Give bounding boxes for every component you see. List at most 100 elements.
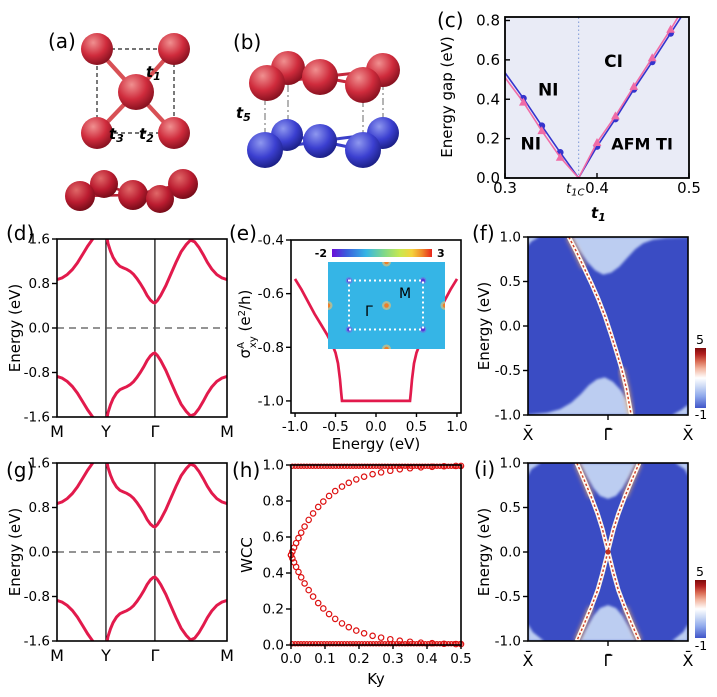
f-y-axis-label: Energy (eV) [475,282,493,370]
i-colorbar-min: -1 [695,638,707,653]
g-y-axis-label: Energy (eV) [6,508,24,596]
wcc-point [382,641,388,647]
wcc-point [437,463,443,469]
conduction-band-curve [57,239,227,305]
wcc-point [434,463,440,469]
k-point-label: M [50,646,64,665]
wcc-point [370,641,376,647]
wcc-point [298,641,304,647]
y-tick-label: 1.0 [263,458,284,474]
k-point-label: X̄ [683,651,694,670]
x-tick-label: 0.1 [314,651,335,667]
plot-border [56,462,228,642]
wcc-point [361,641,368,647]
edge-state-core [576,463,640,641]
x-tick-label: 0.3 [382,651,403,667]
panel-h-letter: (h) [232,458,260,482]
wcc-point [335,641,342,647]
panel-g-letter: (g) [6,458,34,482]
wcc-point [309,510,317,517]
y-tick-label: 0.2 [476,130,500,148]
dirac-crossing-point [605,549,611,555]
y-tick-label: -0.8 [24,365,50,381]
panel-f-letter: (f) [472,221,495,245]
wcc-point [338,620,346,627]
e-y-axis-label: σAxy (e2/h) [236,290,259,359]
phase-label-NI: NI [538,80,559,100]
panel-i-edge-spectrum: (i) Energy (eV) 5 -1 -1.0 -0.5 0.0 0.5 1.0 X̄… [474,456,707,671]
panel-e-hall-conductivity: (e) -1.0 -0.5 0.0 0.5 1.0 -0.4 -0.6 -0.8 -1.0 σA… [229,221,468,453]
wcc-point [376,463,382,469]
wcc-point [309,641,316,647]
corner-atoms [81,33,190,149]
h-y-axis-label: WCC [238,537,256,573]
wcc-point [377,469,385,476]
wcc-point [347,463,353,469]
wcc-point [350,641,356,647]
wcc-point [439,641,446,647]
wcc-point [379,463,385,469]
bulk-band-continuum [675,463,688,476]
k-point-label: Γ̄ [604,425,613,444]
inset-gamma-label: Γ [365,304,373,320]
wcc-point [428,641,434,647]
panel-i-letter: (i) [474,457,495,481]
x-tick-label: -0.5 [322,419,348,435]
wcc-point [344,463,350,469]
x-tick-label: 0.5 [450,651,471,667]
wcc-point [369,632,376,640]
wcc-point [413,463,420,469]
wcc-point [319,498,327,505]
y-tick-label: -0.8 [258,340,284,356]
wcc-point [309,463,316,469]
atom [345,67,381,103]
wcc-point [341,463,348,469]
plot-border [56,238,228,418]
wcc-point [387,463,394,469]
k-point-label: Γ [150,422,159,441]
panel-b-letter: (b) [233,30,261,54]
wcc-point [361,463,368,469]
wcc-point [338,483,346,490]
k-point-label: M [220,646,234,665]
bulk-band-continuum [672,624,688,641]
wcc-point [425,463,431,469]
wcc-point [304,463,310,469]
x-tick-label: 0.4 [416,651,437,667]
wcc-point [425,641,431,647]
bulk-band-continuum [672,404,688,415]
e-x-axis-label: Energy (eV) [332,435,420,453]
wcc-point [314,503,322,511]
wcc-point [321,641,327,647]
k-point-label: M [220,422,234,441]
h-x-axis-label: Ky [367,670,385,688]
k-point-label: Y [100,422,111,441]
phase-label-CI: CI [604,52,623,72]
wcc-point [315,463,322,469]
y-tick-label: -1.0 [495,634,521,650]
y-tick-label: 0.6 [263,530,284,546]
bulk-band-continuum [528,377,632,415]
wcc-point [437,641,443,647]
wcc-point [309,593,317,600]
atom [81,117,113,149]
wcc-point [307,463,313,469]
inset-colorbar [332,249,432,257]
hopping-label-t5: t5 [236,104,251,124]
wcc-point [305,516,312,524]
y-tick-label: -0.6 [258,286,284,302]
atom [65,181,95,211]
y-tick-label: 0.4 [476,90,500,108]
wcc-point [327,641,333,647]
panel-c-phase-diagram: (c) NI NI CI AFM TI 0.3 0.4 0.5 0.0 0.2 0.4 0.6 0.8… [437,8,701,224]
x-tick-label: 0.2 [348,651,369,667]
inset-dotted-square [348,279,424,331]
bulk-band-continuum [580,605,636,641]
panel-c-letter: (c) [437,8,464,32]
wcc-point [359,641,365,647]
y-tick-label: 0.4 [263,566,284,582]
data-point-triangle [592,137,602,146]
wcc-point [297,529,305,536]
wcc-point [295,463,301,469]
